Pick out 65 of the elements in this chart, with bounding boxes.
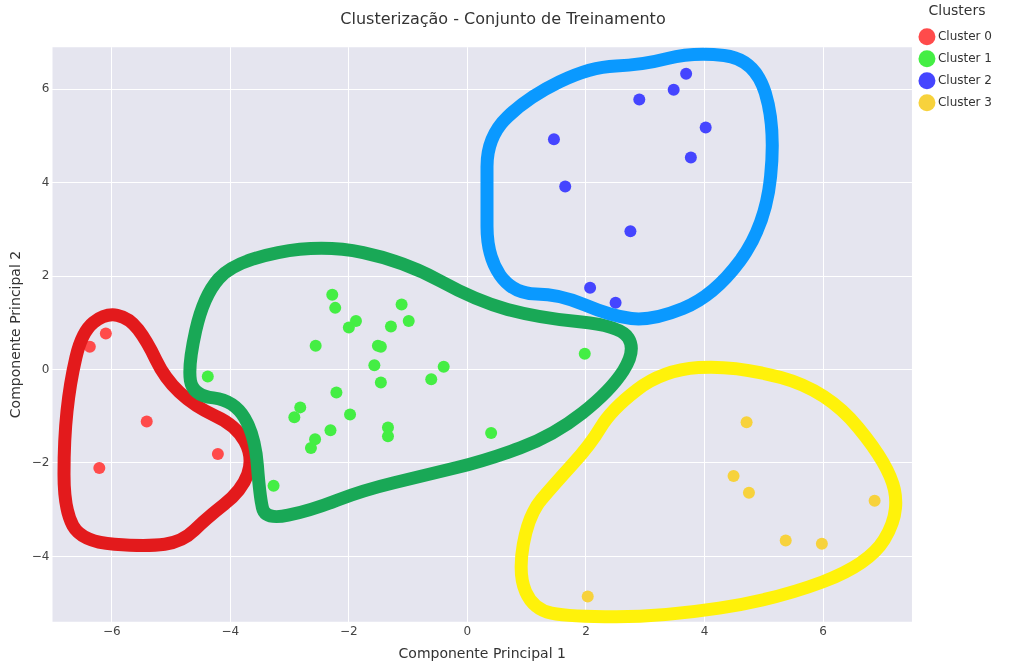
point: [368, 359, 381, 372]
point: [395, 298, 408, 311]
x-tick-label: −4: [221, 624, 240, 639]
x-tick-label: 6: [819, 624, 827, 639]
point: [288, 411, 301, 424]
x-axis-title: Componente Principal 1: [398, 645, 566, 662]
point: [779, 534, 792, 547]
point: [633, 93, 646, 106]
legend-label: Cluster 1: [937, 50, 993, 65]
point: [140, 415, 153, 428]
y-tick-label: 2: [41, 268, 50, 283]
y-tick-label: −2: [31, 455, 50, 470]
point: [201, 370, 214, 383]
point: [727, 470, 740, 483]
legend-label: Cluster 3: [937, 94, 993, 109]
x-tick-label: 0: [463, 624, 472, 639]
point: [699, 121, 712, 134]
x-tick-label: 2: [582, 624, 590, 639]
point: [344, 408, 357, 421]
point: [374, 376, 387, 389]
point: [667, 83, 680, 96]
x-tick-label: 4: [700, 624, 709, 639]
point: [437, 360, 450, 373]
legend-title: Clusters: [928, 1, 986, 18]
legend-label: Cluster 0: [937, 28, 993, 43]
point: [349, 314, 362, 327]
point: [309, 339, 322, 352]
point: [211, 448, 224, 461]
point: [624, 225, 637, 238]
point: [680, 67, 693, 80]
x-tick-label: −6: [102, 624, 121, 639]
point: [342, 321, 355, 334]
chart-title: Clusterização - Conjunto de Treinamento: [340, 8, 666, 28]
point: [309, 433, 322, 446]
point: [578, 347, 591, 360]
point: [326, 288, 339, 301]
point: [93, 462, 106, 475]
y-tick-label: −4: [31, 548, 50, 563]
point: [742, 486, 755, 499]
point: [609, 296, 622, 309]
point: [402, 314, 415, 327]
y-tick-label: 0: [41, 361, 50, 376]
point: [584, 281, 597, 294]
point: [868, 494, 881, 507]
point: [304, 442, 317, 455]
point: [559, 180, 572, 193]
point: [99, 327, 112, 340]
y-tick-label: 4: [41, 174, 50, 189]
legend-label: Cluster 2: [937, 72, 993, 87]
point: [294, 401, 307, 414]
point: [815, 537, 828, 550]
point: [547, 133, 560, 146]
x-tick-label: −2: [340, 624, 358, 639]
point: [581, 590, 594, 603]
point: [267, 479, 280, 492]
point: [384, 320, 397, 333]
point: [740, 416, 753, 429]
y-axis-title: Componente Principal 2: [7, 250, 24, 419]
point: [329, 301, 342, 314]
y-tick-label: 6: [41, 81, 50, 96]
point: [485, 427, 498, 440]
point: [684, 151, 697, 164]
point: [324, 424, 337, 437]
point: [425, 373, 438, 386]
point: [330, 386, 343, 399]
